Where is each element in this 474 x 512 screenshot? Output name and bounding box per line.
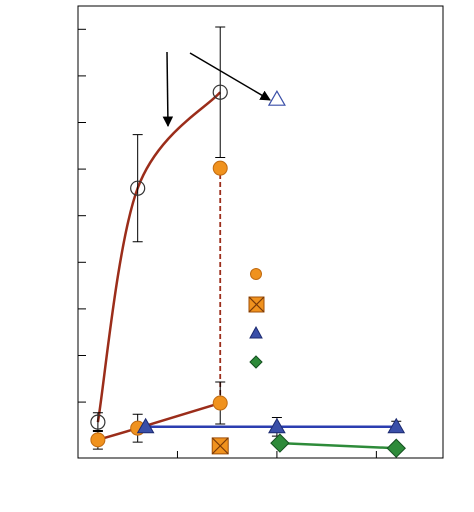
point [130, 180, 146, 196]
error-bar [132, 134, 143, 243]
error-bar [215, 26, 226, 158]
point [386, 438, 406, 458]
legend-marker [248, 296, 265, 313]
legend [248, 268, 265, 369]
arrow [189, 52, 271, 101]
point [90, 432, 106, 448]
point [270, 433, 290, 453]
series-line [97, 401, 221, 442]
series-line [279, 441, 397, 450]
arrow [162, 51, 174, 128]
point [136, 417, 155, 434]
legend-marker [250, 268, 262, 280]
point [212, 84, 228, 100]
error-bar-line [215, 26, 226, 158]
point [387, 417, 406, 434]
point [212, 160, 228, 176]
point [267, 89, 286, 106]
point [268, 417, 286, 434]
legend-marker [249, 355, 263, 369]
point [90, 414, 106, 430]
point [211, 437, 229, 455]
point [212, 395, 228, 411]
point-cross [211, 437, 229, 455]
plot-frame [77, 5, 444, 459]
error-bar-line [132, 134, 143, 243]
series-line [96, 91, 222, 423]
legend-marker [249, 325, 263, 339]
